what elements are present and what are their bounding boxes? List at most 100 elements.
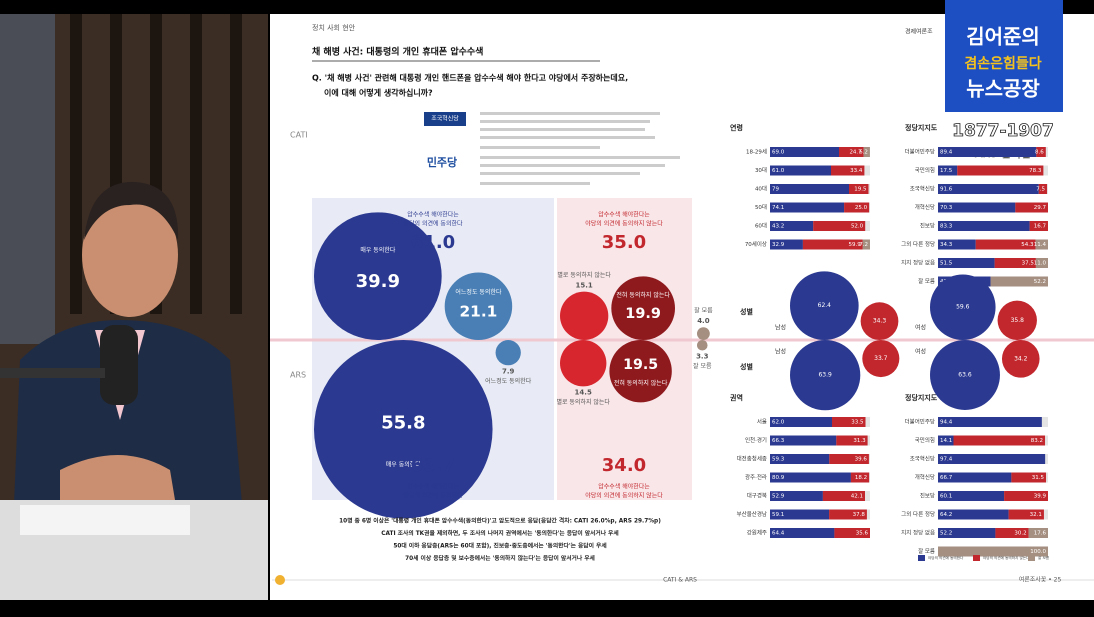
- bar-segment: [938, 258, 995, 268]
- bar-label: 25.0: [855, 205, 868, 211]
- bubble-value: 15.1: [576, 282, 593, 290]
- bar-segment: [770, 165, 831, 176]
- bubble-label: 어느정도 동의한다: [485, 377, 532, 385]
- footer-right: 여론조사꽃 • 25: [1019, 576, 1062, 584]
- bar-segment: [802, 239, 863, 250]
- row-label: 인천·경기: [745, 436, 767, 444]
- logo-box: [945, 0, 1063, 112]
- row-label: 부산울산경남: [737, 510, 767, 518]
- quote-lines: [480, 112, 680, 185]
- bar-label: 14.1: [940, 438, 952, 444]
- bar-segment: [1008, 509, 1044, 520]
- stripe: [190, 14, 202, 314]
- bubble-value: 3.3: [696, 353, 709, 361]
- legend-label: 잘 모름: [1038, 555, 1050, 560]
- bubble-label: 잘 모름: [694, 307, 713, 315]
- bar-segment: [770, 202, 845, 213]
- bar-label: 83.2: [1031, 438, 1043, 444]
- bar-label: 80.9: [772, 475, 785, 481]
- gender-value: 34.2: [1014, 355, 1028, 362]
- bar-label: 100.0: [1030, 549, 1046, 555]
- bar-segment: [831, 165, 865, 176]
- bubble: [609, 340, 672, 403]
- bar-segment: [1035, 239, 1048, 250]
- gender-label: 여성: [915, 324, 926, 332]
- bubble: [314, 212, 442, 340]
- gender-bubble: [862, 340, 900, 378]
- bar-label: 39.6: [855, 457, 868, 463]
- table-title: 정당지지도: [905, 123, 938, 132]
- headline: 채 해병 사건: 대통령의 개인 휴대폰 압수수색: [312, 46, 483, 58]
- row-label: 국민의힘: [915, 436, 935, 444]
- bar-segment: [938, 435, 954, 446]
- row-label: 대구경북: [747, 492, 767, 500]
- bar-segment: [770, 454, 830, 464]
- bar-label: 6.2: [859, 150, 868, 156]
- bar-segment: [813, 221, 866, 231]
- bubble-label: 어느정도 동의한다: [455, 288, 502, 296]
- bar-label: 79: [772, 187, 779, 193]
- bar-label: 52.2: [1034, 279, 1046, 285]
- bar-segment: [938, 221, 1030, 231]
- row-label: 50대: [755, 203, 767, 211]
- bubble-label: 매우 동의한다: [360, 246, 396, 254]
- gender-bubble: [790, 271, 859, 340]
- bubble: [314, 340, 493, 519]
- bubble-label: 전혀 동의하지 않는다: [614, 379, 668, 387]
- bar-label: 43.2: [772, 224, 784, 230]
- mic-arm: [0, 368, 105, 378]
- row-label: 40대: [755, 185, 767, 193]
- row-label: 잘 모름: [918, 277, 935, 285]
- bar-segment: [822, 491, 865, 501]
- gender-value: 63.9: [818, 372, 832, 379]
- bar-label: 70.3: [940, 205, 953, 211]
- bubble: [560, 340, 607, 387]
- bar-segment: [829, 509, 867, 520]
- bar-segment: [770, 528, 835, 538]
- row-label: 더불어민주당: [905, 418, 935, 426]
- bar-label: 97.4: [940, 457, 953, 463]
- bar-segment: [938, 546, 1048, 557]
- bar-label: 11.0: [1034, 261, 1047, 267]
- bar-label: 18.2: [855, 475, 867, 481]
- bar-segment: [834, 528, 870, 538]
- bar-segment: [995, 528, 1029, 538]
- bar-segment: [938, 184, 1039, 194]
- bar-segment: [953, 435, 1046, 446]
- bar-label: 66.7: [940, 475, 953, 481]
- bar-segment: [938, 528, 996, 538]
- bar-segment: [938, 147, 1037, 157]
- bubble-label: 매우 동의한다: [386, 460, 422, 468]
- group-total: 35.0: [602, 232, 646, 253]
- bar-segment: [938, 454, 1046, 464]
- gender-title: 성별: [740, 362, 753, 371]
- bar-label: 64.4: [772, 531, 785, 537]
- party-name: 민주당: [427, 155, 457, 169]
- bar-segment: [994, 258, 1036, 268]
- party-logo: [424, 112, 466, 126]
- bar-label: 62.0: [772, 420, 785, 426]
- bar-label: 42.1: [851, 494, 863, 500]
- summary-line: 50대 이하 응답층(ARS는 60대 포함), 진보층·중도층에서는 '동의한…: [393, 542, 606, 550]
- gender-value: 34.3: [873, 318, 887, 325]
- legend-label: 야당의 의견에 동의하지 않는다: [983, 555, 1030, 560]
- bar-label: 89.4: [940, 150, 953, 156]
- bubble-value: 21.1: [460, 303, 498, 321]
- bubble: [444, 272, 513, 340]
- bar-label: 24.7: [849, 150, 862, 156]
- bar-segment: [938, 165, 958, 176]
- bar-label: 32.9: [772, 242, 785, 248]
- summary-line: 70세 이상 응답층 및 보수층에서는 '동의하지 않는다'는 응답이 앞서거나…: [405, 554, 595, 562]
- gender-value: 59.6: [956, 304, 970, 311]
- bubble-label: 별로 동의하지 않는다: [556, 398, 610, 406]
- gender-bubble: [930, 340, 1000, 410]
- gender-title: 성별: [740, 307, 753, 316]
- logo-line: 겸손은힘들다: [964, 55, 1041, 72]
- bar-segment: [770, 491, 823, 501]
- row-label: 30대: [755, 166, 767, 174]
- hair: [84, 181, 179, 240]
- bar-label: 59.9: [849, 242, 862, 248]
- legend-label: 야당의 의견에 동의한다: [928, 555, 964, 560]
- group-text: 야당의 의견에 동의하지 않는다: [585, 220, 663, 228]
